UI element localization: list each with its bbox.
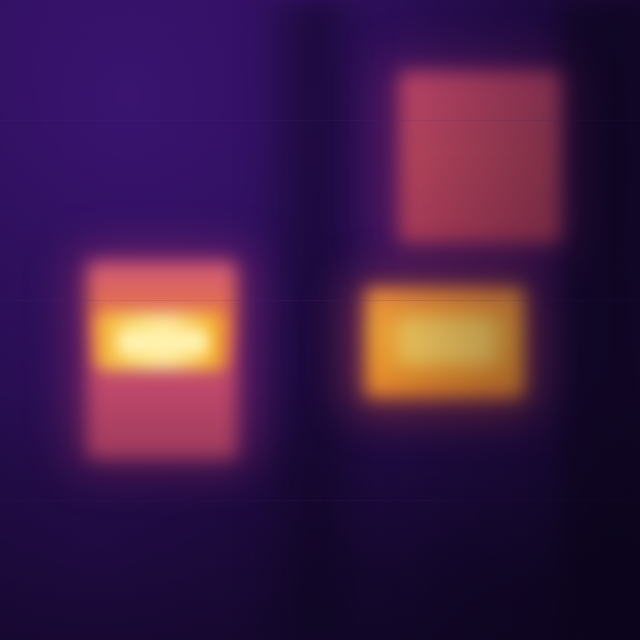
sensor-noise-line [0,500,640,501]
sensor-noise-line [0,300,640,301]
heat-patch-top-right [400,72,560,242]
hot-core-left-highlight [118,330,208,354]
hot-core-middle-right [398,318,498,364]
cool-right-edge [560,0,640,640]
sensor-noise-line [0,120,640,121]
